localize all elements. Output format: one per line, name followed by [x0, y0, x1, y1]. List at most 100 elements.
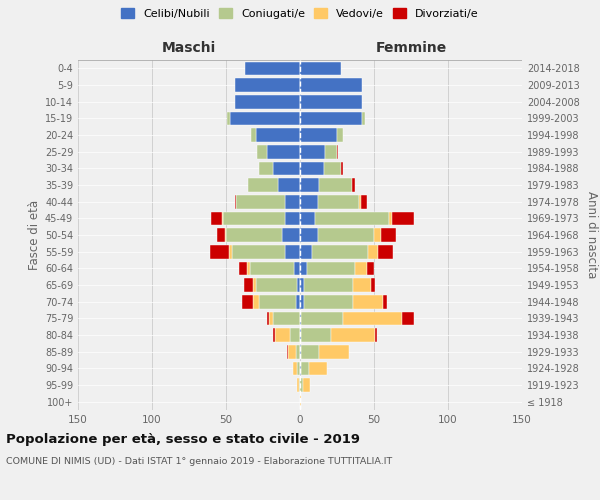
Bar	[259, 295, 296, 308]
Text: Popolazione per età, sesso e stato civile - 2019: Popolazione per età, sesso e stato civil…	[6, 432, 360, 446]
Bar	[318, 195, 359, 208]
Bar	[312, 245, 368, 258]
Bar	[275, 328, 290, 342]
Bar	[217, 228, 224, 242]
Bar	[285, 212, 300, 225]
Bar	[268, 145, 300, 158]
Bar	[331, 328, 376, 342]
Bar	[353, 295, 383, 308]
Bar	[296, 345, 300, 358]
Bar	[309, 362, 326, 375]
Bar	[236, 195, 285, 208]
Bar	[297, 278, 300, 292]
Bar	[376, 328, 377, 342]
Bar	[294, 262, 300, 275]
Bar	[223, 212, 285, 225]
Bar	[300, 278, 304, 292]
Bar	[253, 278, 256, 292]
Bar	[337, 145, 338, 158]
Bar	[303, 378, 310, 392]
Bar	[337, 128, 343, 142]
Bar	[300, 262, 307, 275]
Bar	[300, 78, 362, 92]
Bar	[221, 212, 223, 225]
Bar	[341, 162, 343, 175]
Bar	[245, 62, 300, 75]
Bar	[300, 178, 319, 192]
Bar	[256, 128, 300, 142]
Text: Femmine: Femmine	[376, 41, 446, 55]
Bar	[315, 212, 389, 225]
Bar	[307, 262, 355, 275]
Bar	[300, 212, 315, 225]
Bar	[300, 112, 362, 125]
Bar	[300, 162, 323, 175]
Bar	[300, 328, 301, 342]
Bar	[235, 78, 300, 92]
Bar	[353, 278, 371, 292]
Bar	[297, 362, 300, 375]
Bar	[229, 245, 232, 258]
Bar	[362, 112, 365, 125]
Bar	[318, 228, 374, 242]
Text: Maschi: Maschi	[162, 41, 216, 55]
Bar	[274, 328, 275, 342]
Bar	[304, 278, 353, 292]
Bar	[368, 245, 379, 258]
Bar	[300, 195, 318, 208]
Bar	[359, 195, 361, 208]
Bar	[293, 362, 297, 375]
Bar	[300, 128, 337, 142]
Bar	[352, 178, 355, 192]
Bar	[382, 228, 396, 242]
Bar	[235, 95, 300, 108]
Bar	[211, 212, 221, 225]
Bar	[239, 262, 247, 275]
Bar	[297, 378, 299, 392]
Y-axis label: Fasce di età: Fasce di età	[28, 200, 41, 270]
Bar	[389, 212, 392, 225]
Bar	[319, 178, 352, 192]
Bar	[301, 345, 319, 358]
Bar	[269, 312, 274, 325]
Bar	[300, 378, 303, 392]
Bar	[300, 345, 301, 358]
Bar	[300, 312, 301, 325]
Bar	[232, 245, 285, 258]
Legend: Celibi/Nubili, Coniugati/e, Vedovi/e, Divorziati/e: Celibi/Nubili, Coniugati/e, Vedovi/e, Di…	[119, 6, 481, 21]
Bar	[379, 245, 393, 258]
Bar	[300, 62, 341, 75]
Bar	[227, 112, 230, 125]
Bar	[374, 228, 382, 242]
Bar	[274, 312, 300, 325]
Bar	[361, 195, 367, 208]
Bar	[300, 295, 304, 308]
Bar	[256, 278, 297, 292]
Bar	[251, 128, 256, 142]
Bar	[244, 278, 253, 292]
Bar	[278, 178, 300, 192]
Bar	[355, 262, 367, 275]
Y-axis label: Anni di nascita: Anni di nascita	[585, 192, 598, 278]
Bar	[371, 278, 376, 292]
Bar	[296, 295, 300, 308]
Bar	[301, 362, 309, 375]
Bar	[301, 312, 343, 325]
Bar	[285, 245, 300, 258]
Bar	[242, 295, 253, 308]
Bar	[224, 228, 226, 242]
Bar	[402, 312, 414, 325]
Bar	[300, 228, 318, 242]
Bar	[253, 295, 259, 308]
Bar	[285, 195, 300, 208]
Bar	[250, 262, 294, 275]
Bar	[268, 312, 269, 325]
Text: COMUNE DI NIMIS (UD) - Dati ISTAT 1° gennaio 2019 - Elaborazione TUTTITALIA.IT: COMUNE DI NIMIS (UD) - Dati ISTAT 1° gen…	[6, 457, 392, 466]
Bar	[287, 345, 288, 358]
Bar	[300, 95, 362, 108]
Bar	[299, 378, 300, 392]
Bar	[383, 295, 388, 308]
Bar	[300, 145, 325, 158]
Bar	[343, 312, 402, 325]
Bar	[319, 345, 349, 358]
